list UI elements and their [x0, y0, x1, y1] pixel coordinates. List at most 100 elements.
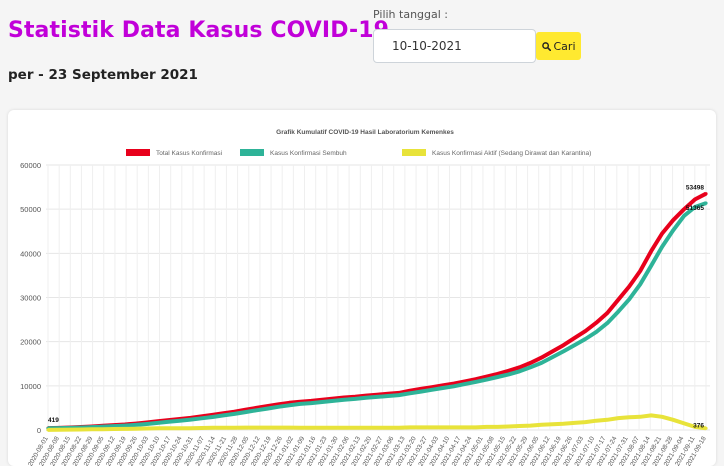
data-point — [682, 214, 686, 218]
data-point — [112, 427, 116, 431]
data-point — [178, 419, 182, 423]
data-point — [320, 400, 324, 404]
data-point — [583, 329, 588, 333]
data-point — [605, 321, 609, 325]
data-point — [528, 361, 533, 365]
data-point — [583, 337, 588, 341]
data-point — [364, 396, 368, 400]
data-point — [430, 425, 434, 429]
data-point — [364, 426, 368, 430]
legend-swatch — [240, 149, 264, 156]
data-point — [496, 375, 500, 379]
chart-title: Grafik Kumulatif COVID-19 Hasil Laborato… — [276, 129, 454, 136]
data-point — [386, 426, 390, 430]
series-end-label: 53498 — [686, 185, 704, 192]
data-point — [210, 415, 215, 419]
y-tick-label: 0 — [37, 426, 41, 435]
data-point — [649, 413, 653, 417]
data-point — [199, 426, 204, 430]
data-point — [507, 372, 511, 376]
data-point — [397, 426, 401, 430]
y-tick-label: 60000 — [20, 161, 41, 170]
data-point — [627, 284, 631, 289]
data-point — [386, 394, 390, 398]
data-point — [309, 426, 313, 430]
data-point — [572, 421, 577, 425]
data-point — [46, 428, 50, 432]
data-point — [254, 426, 258, 430]
data-point — [693, 197, 697, 201]
data-point — [375, 395, 379, 399]
data-point — [463, 382, 467, 386]
data-point — [583, 420, 588, 424]
report-date: per - 23 September 2021 — [8, 67, 198, 83]
data-point — [594, 419, 598, 423]
data-point — [353, 426, 357, 430]
data-point — [167, 426, 171, 430]
data-point — [528, 365, 533, 369]
search-icon — [541, 41, 551, 51]
data-point — [649, 249, 653, 253]
chart-grid — [46, 164, 710, 431]
data-point — [528, 424, 533, 428]
data-point — [474, 380, 478, 384]
data-point — [134, 427, 138, 431]
y-tick-label: 30000 — [20, 294, 41, 303]
series-start-label: 419 — [48, 417, 59, 424]
data-point — [550, 422, 555, 426]
x-axis: 2020-08-012020-08-082020-08-152020-08-22… — [27, 435, 708, 466]
legend-label: Kasus Konfirmasi Sembuh — [270, 150, 347, 157]
data-point — [145, 422, 149, 426]
y-axis: 0 10000 20000 30000 40000 50000 60000 — [20, 161, 41, 435]
data-point — [441, 386, 445, 390]
data-point — [660, 415, 664, 419]
data-point — [342, 398, 346, 402]
data-point — [134, 423, 138, 427]
series-line — [47, 191, 707, 431]
data-point — [408, 391, 412, 395]
data-point — [704, 192, 708, 196]
data-point — [101, 427, 105, 431]
date-input[interactable] — [373, 29, 536, 63]
data-point — [178, 426, 182, 430]
chart-series: 53498 51365 376 419 — [46, 185, 708, 432]
data-point — [419, 425, 423, 429]
data-point — [693, 205, 697, 209]
data-point — [145, 426, 149, 431]
data-point — [605, 418, 609, 422]
data-point — [243, 410, 247, 414]
date-picker-label: Pilih tanggal : — [373, 8, 449, 21]
data-point — [605, 311, 609, 315]
data-point — [474, 425, 478, 429]
search-button[interactable]: Cari — [536, 32, 581, 60]
data-point — [210, 426, 215, 430]
data-point — [638, 269, 642, 273]
data-point — [594, 330, 598, 334]
data-point — [298, 402, 302, 406]
data-point — [189, 426, 193, 430]
data-point — [561, 343, 566, 347]
data-point — [123, 427, 127, 431]
data-point — [156, 421, 160, 425]
data-point — [550, 349, 555, 353]
legend-label: Total Kasus Konfirmasi — [156, 150, 222, 157]
legend-swatch — [402, 149, 426, 156]
data-point — [112, 424, 116, 428]
series-end-label: 51365 — [686, 205, 704, 212]
data-point — [638, 415, 642, 419]
data-point — [320, 426, 324, 430]
data-point — [682, 421, 686, 425]
data-point — [331, 399, 335, 403]
data-point — [660, 231, 664, 236]
series-end-label: 376 — [693, 422, 704, 429]
data-point — [539, 423, 544, 427]
y-tick-label: 10000 — [20, 382, 41, 391]
series-2: 376 — [46, 413, 708, 432]
data-point — [507, 424, 511, 429]
data-point — [189, 418, 193, 422]
data-point — [638, 282, 642, 286]
data-point — [616, 416, 620, 420]
data-point — [507, 369, 511, 373]
data-point — [430, 388, 434, 392]
data-point — [232, 412, 236, 416]
